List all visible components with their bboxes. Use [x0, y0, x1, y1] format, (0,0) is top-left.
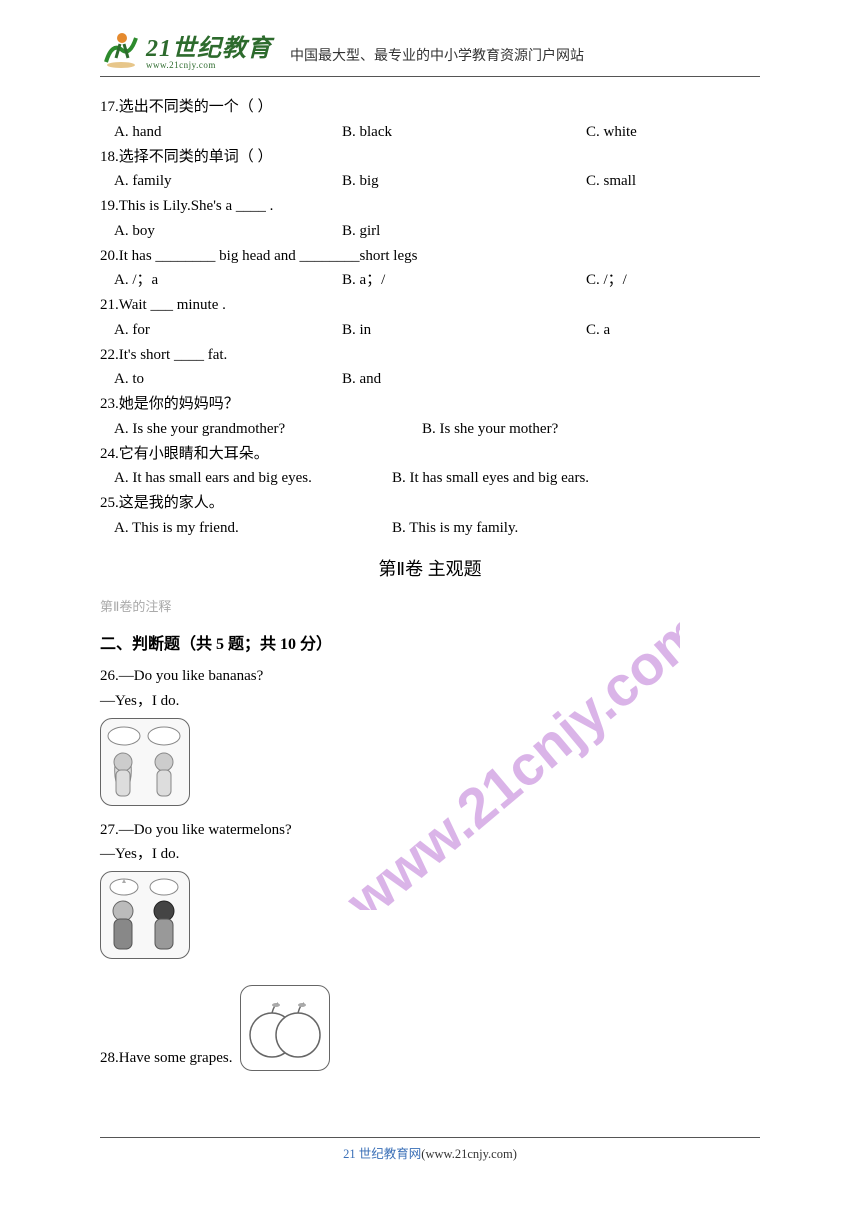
- q-num: 23.: [100, 396, 119, 412]
- option: B. and: [328, 367, 760, 392]
- option: B. girl: [328, 219, 760, 244]
- question-18: 18.选择不同类的单词（ ） A. family B. big C. small: [100, 145, 760, 195]
- section-2-title: 第Ⅱ卷 主观题: [100, 555, 760, 585]
- option: A. to: [100, 367, 328, 392]
- option: B. This is my family.: [378, 516, 760, 541]
- question-22: 22.It's short ____ fat. A. to B. and: [100, 343, 760, 393]
- option: A. It has small ears and big eyes.: [100, 466, 378, 491]
- q-num: 21.: [100, 297, 119, 313]
- q-num: 24.: [100, 446, 119, 462]
- option: A. family: [100, 169, 328, 194]
- footer-paren: (www.21cnjy.com): [421, 1147, 517, 1161]
- question-21: 21.Wait ___ minute . A. for B. in C. a: [100, 293, 760, 343]
- q26-line2: —Yes，I do.: [100, 689, 760, 714]
- option: C. a: [572, 318, 760, 343]
- q-text: 选择不同类的单词（ ）: [119, 149, 273, 165]
- page-footer: 21 世纪教育网(www.21cnjy.com): [100, 1137, 760, 1162]
- header-title: 中国最大型、最专业的中小学教育资源门户网站: [290, 45, 584, 65]
- q-num: 17.: [100, 99, 119, 115]
- question-28: 28.Have some grapes.: [100, 985, 760, 1071]
- option: A. This is my friend.: [100, 516, 378, 541]
- question-23: 23.她是你的妈妈吗？ A. Is she your grandmother? …: [100, 392, 760, 442]
- option: B. in: [328, 318, 572, 343]
- q-num: 25.: [100, 495, 119, 511]
- q-text: 这是我的家人。: [119, 495, 224, 511]
- question-25: 25.这是我的家人。 A. This is my friend. B. This…: [100, 491, 760, 541]
- dialogue-image: [100, 871, 190, 959]
- q-text: 它有小眼睛和大耳朵。: [119, 446, 269, 462]
- logo-icon: [100, 28, 142, 70]
- q-text: This is Lily.She's a ____ .: [119, 198, 274, 214]
- option: B. big: [328, 169, 572, 194]
- option: C. /；/: [572, 268, 760, 293]
- section-2-note: 第Ⅱ卷的注释: [100, 596, 760, 617]
- q-num: 22.: [100, 347, 119, 363]
- question-19: 19.This is Lily.She's a ____ . A. boy B.…: [100, 194, 760, 244]
- fruit-image: [240, 985, 330, 1071]
- logo: 21世纪教育 www.21cnjy.com: [100, 28, 272, 70]
- q-text: It's short ____ fat.: [119, 347, 228, 363]
- dialogue-image: [100, 718, 190, 806]
- option: C. small: [572, 169, 760, 194]
- question-20: 20.It has ________ big head and ________…: [100, 244, 760, 294]
- q-num: 20.: [100, 248, 119, 264]
- option: A. boy: [100, 219, 328, 244]
- option: B. It has small eyes and big ears.: [378, 466, 760, 491]
- question-26: 26.—Do you like bananas? —Yes，I do.: [100, 664, 760, 806]
- option: A. for: [100, 318, 328, 343]
- q-num: 18.: [100, 149, 119, 165]
- page-header: 21世纪教育 www.21cnjy.com 中国最大型、最专业的中小学教育资源门…: [100, 28, 760, 77]
- footer-link[interactable]: 21 世纪教育网: [343, 1147, 421, 1161]
- option: B. a；/: [328, 268, 572, 293]
- question-24: 24.它有小眼睛和大耳朵。 A. It has small ears and b…: [100, 442, 760, 492]
- option: A. hand: [100, 120, 328, 145]
- section-2-heading: 二、判断题（共 5 题；共 10 分）: [100, 632, 760, 658]
- q-text: 选出不同类的一个（ ）: [119, 99, 273, 115]
- option: A. /；a: [100, 268, 328, 293]
- q27-line1: 27.—Do you like watermelons?: [100, 818, 760, 843]
- logo-text-main: 21世纪教育: [146, 36, 272, 62]
- q-text: 她是你的妈妈吗？: [119, 396, 239, 412]
- option: A. Is she your grandmother?: [100, 417, 408, 442]
- option: C. white: [572, 120, 760, 145]
- q28-text: 28.Have some grapes.: [100, 1046, 232, 1071]
- option: B. Is she your mother?: [408, 417, 760, 442]
- q27-line2: —Yes，I do.: [100, 842, 760, 867]
- q26-line1: 26.—Do you like bananas?: [100, 664, 760, 689]
- q-text: Wait ___ minute .: [119, 297, 226, 313]
- question-17: 17.选出不同类的一个（ ） A. hand B. black C. white: [100, 95, 760, 145]
- q-num: 19.: [100, 198, 119, 214]
- content: 17.选出不同类的一个（ ） A. hand B. black C. white…: [100, 95, 760, 1071]
- q-text: It has ________ big head and ________sho…: [119, 248, 418, 264]
- question-27: 27.—Do you like watermelons? —Yes，I do.: [100, 818, 760, 960]
- option: B. black: [328, 120, 572, 145]
